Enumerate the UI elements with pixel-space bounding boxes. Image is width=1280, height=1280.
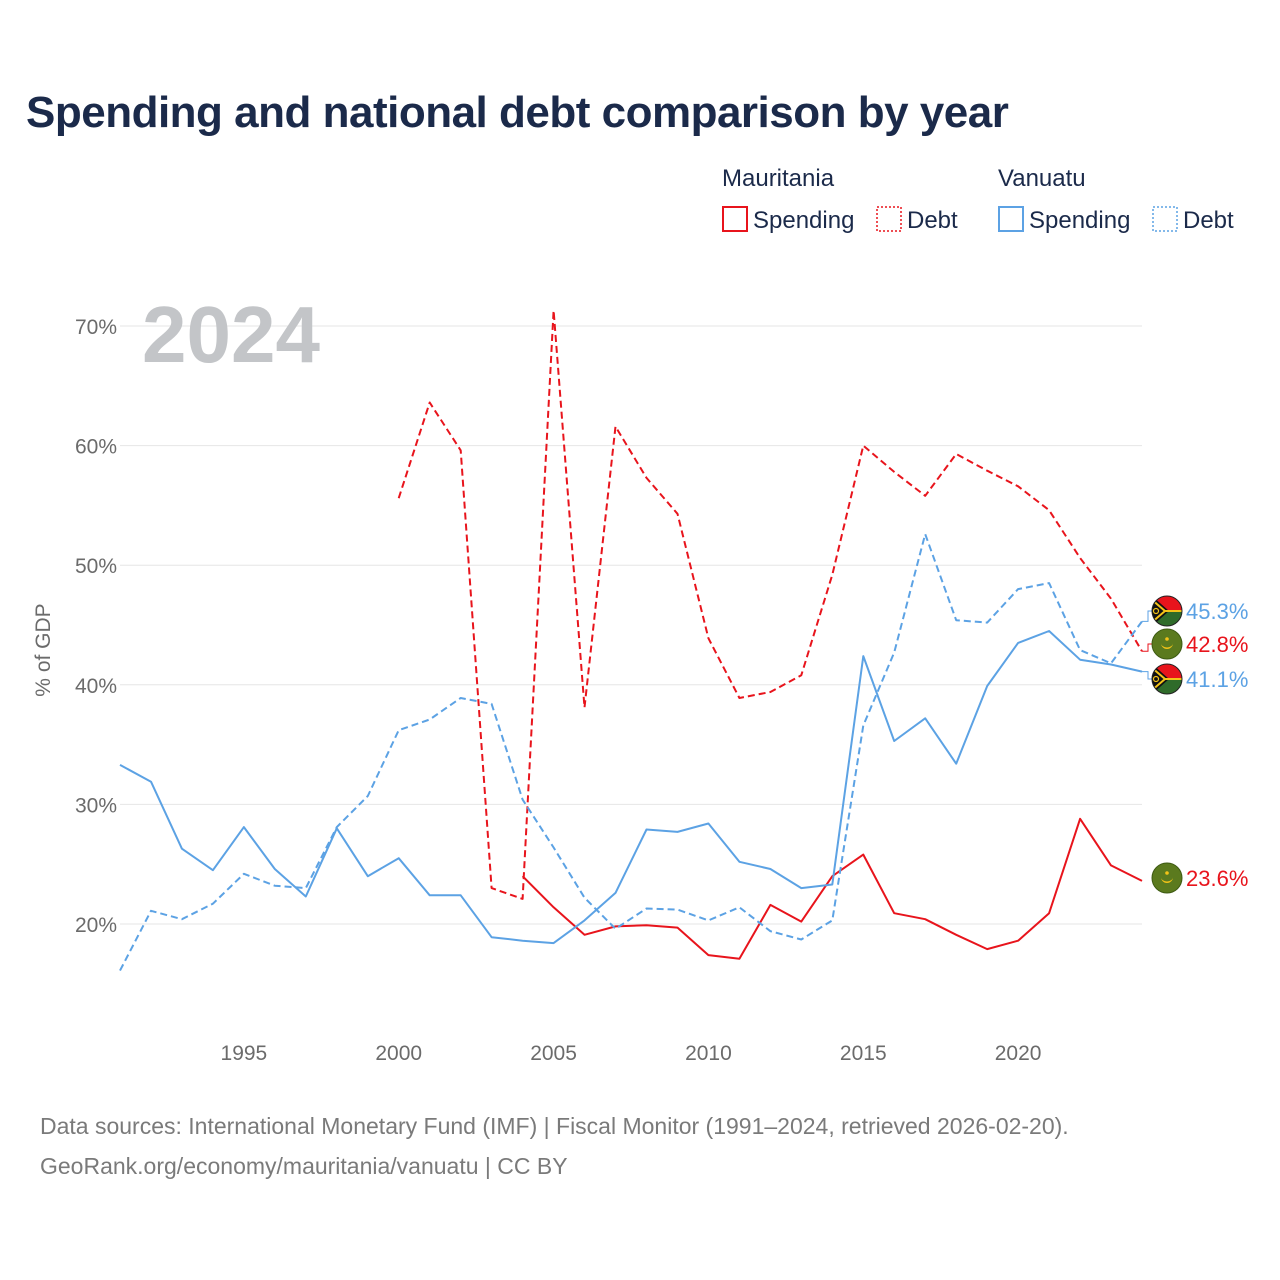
year-watermark: 2024 xyxy=(142,290,320,379)
legend-group-mauritania: Mauritania xyxy=(722,165,835,192)
gridlines: 20% 30% 40% 50% 60% 70% 1995 2000 2005 2010 2015 20… xyxy=(75,316,1142,1065)
series-line-vanuatu-spending[interactable] xyxy=(119,630,1143,945)
x-tick-label: 2020 xyxy=(995,1042,1042,1065)
series-line-mauritania-spending[interactable] xyxy=(521,817,1143,960)
x-tick-label: 2010 xyxy=(685,1042,732,1065)
legend-label-mauritania-spending[interactable]: Spending xyxy=(753,207,854,234)
leader-line-mauritania-debt xyxy=(1142,643,1154,652)
x-tick-label: 2015 xyxy=(840,1042,887,1065)
legend-group-vanuatu: Vanuatu xyxy=(998,165,1086,192)
end-label-vanuatu-debt: 45.3% xyxy=(1186,599,1248,624)
y-tick-label: 50% xyxy=(75,555,117,578)
end-label-mauritania-debt: 42.8% xyxy=(1186,632,1248,657)
legend-label-mauritania-debt[interactable]: Debt xyxy=(907,207,958,234)
y-axis-label: % of GDP xyxy=(32,603,55,696)
flag-icon-vanuatu-spending xyxy=(1151,663,1183,695)
series-line-mauritania-debt[interactable] xyxy=(397,309,1143,900)
end-labels: 42.8% 23.6% 45.3% 41.1% xyxy=(1142,595,1248,894)
series-layer xyxy=(119,309,1143,972)
leader-line-vanuatu-debt xyxy=(1142,610,1154,622)
leader-line-vanuatu-spending xyxy=(1142,671,1154,680)
y-tick-label: 30% xyxy=(75,794,117,817)
footer: Data sources: International Monetary Fun… xyxy=(40,1106,1069,1186)
y-tick-label: 60% xyxy=(75,436,117,459)
end-label-vanuatu-spending: 41.1% xyxy=(1186,667,1248,692)
chart-title: Spending and national debt comparison by… xyxy=(26,88,1009,137)
line-chart: Mauritania Spending Debt Vanuatu Spending Deb… xyxy=(32,165,1248,1065)
legend: Mauritania Spending Debt Vanuatu Spending Deb… xyxy=(722,165,1234,234)
footer-credit: GeoRank.org/economy/mauritania/vanuatu |… xyxy=(40,1153,568,1179)
y-tick-label: 40% xyxy=(75,675,117,698)
legend-label-vanuatu-debt[interactable]: Debt xyxy=(1183,207,1234,234)
series-line-vanuatu-debt[interactable] xyxy=(119,533,1143,972)
flag-icon-mauritania-debt xyxy=(1151,628,1183,660)
legend-swatch-vanuatu-debt[interactable] xyxy=(1152,206,1178,232)
x-tick-label: 2000 xyxy=(375,1042,422,1065)
legend-swatch-mauritania-spending[interactable] xyxy=(722,206,748,232)
footer-sources: Data sources: International Monetary Fun… xyxy=(40,1113,1069,1139)
y-tick-label: 20% xyxy=(75,914,117,937)
x-tick-label: 1995 xyxy=(221,1042,268,1065)
x-tick-label: 2005 xyxy=(530,1042,577,1065)
y-tick-label: 70% xyxy=(75,316,117,339)
flag-icon-vanuatu-debt xyxy=(1151,595,1183,627)
flag-icon-mauritania-spending xyxy=(1151,862,1183,894)
end-label-mauritania-spending: 23.6% xyxy=(1186,866,1248,891)
legend-label-vanuatu-spending[interactable]: Spending xyxy=(1029,207,1130,234)
legend-swatch-mauritania-debt[interactable] xyxy=(876,206,902,232)
legend-swatch-vanuatu-spending[interactable] xyxy=(998,206,1024,232)
